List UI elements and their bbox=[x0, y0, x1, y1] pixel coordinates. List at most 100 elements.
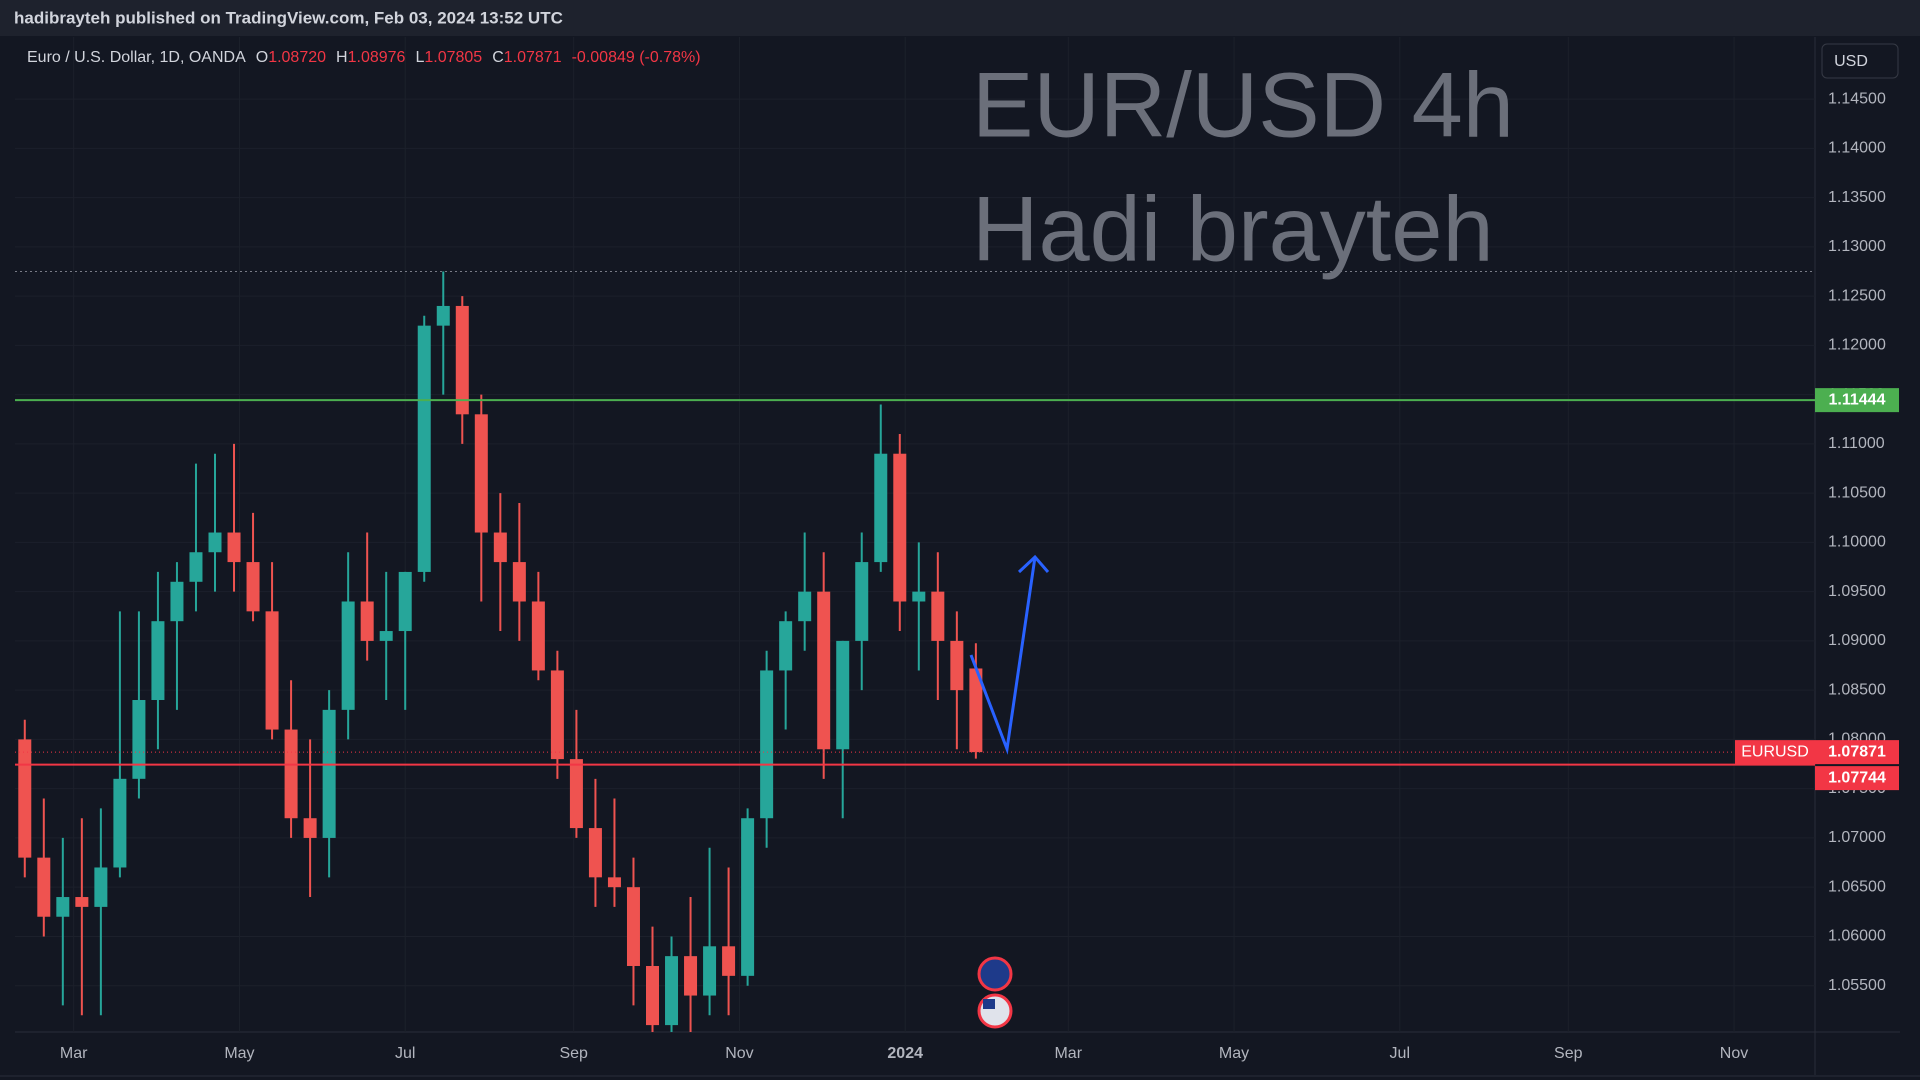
y-tick-label: 1.13500 bbox=[1828, 189, 1886, 206]
y-tick-label: 1.06000 bbox=[1828, 928, 1886, 945]
candle-body bbox=[18, 739, 32, 858]
candle-body bbox=[550, 670, 564, 760]
candle-body bbox=[341, 601, 355, 710]
legend-key: C bbox=[492, 49, 504, 66]
y-tick-label: 1.11000 bbox=[1828, 435, 1885, 452]
y-tick-label: 1.07000 bbox=[1828, 829, 1886, 846]
y-tick-label: 1.12500 bbox=[1828, 287, 1886, 304]
x-tick-label: 2024 bbox=[887, 1045, 923, 1062]
candle-body bbox=[779, 621, 793, 671]
legend-change: -0.00849 (-0.78%) bbox=[572, 49, 701, 66]
legend-key: H bbox=[336, 49, 348, 66]
candle-body bbox=[455, 305, 469, 415]
price-name-label: EURUSD bbox=[1741, 743, 1809, 760]
x-tick-label: Sep bbox=[559, 1045, 588, 1062]
candle-body bbox=[684, 956, 698, 996]
candle-body bbox=[646, 965, 659, 1026]
legend-key: L bbox=[415, 49, 424, 66]
candle-body bbox=[360, 601, 374, 641]
level-badge-label: 1.07744 bbox=[1828, 769, 1886, 786]
legend-value: 1.07871 bbox=[504, 49, 562, 66]
candle-body bbox=[817, 591, 831, 750]
candle-body bbox=[703, 946, 717, 996]
arrow bbox=[969, 556, 1037, 755]
candle-body bbox=[303, 818, 317, 838]
candle-body bbox=[113, 778, 127, 868]
candle-body bbox=[855, 562, 869, 641]
y-tick-label: 1.08500 bbox=[1828, 681, 1886, 698]
candle-body bbox=[474, 414, 488, 533]
price-badge-label: 1.07871 bbox=[1828, 743, 1886, 760]
legend-key: O bbox=[256, 49, 268, 66]
x-tick-label: Nov bbox=[725, 1045, 753, 1062]
legend: Euro / U.S. Dollar, 1D, OANDA O1.08720 H1.… bbox=[27, 49, 701, 66]
candle-body bbox=[722, 946, 736, 976]
price-badge bbox=[1815, 740, 1899, 765]
candle-body bbox=[569, 759, 583, 829]
y-tick-label: 1.09000 bbox=[1828, 632, 1886, 649]
candle-body bbox=[132, 700, 146, 779]
y-tick-label: 1.05500 bbox=[1828, 977, 1886, 994]
y-tick-label: 1.13000 bbox=[1828, 238, 1886, 255]
candle-body bbox=[969, 668, 983, 753]
candle-body bbox=[37, 857, 51, 917]
level-badge-label: 1.11444 bbox=[1829, 391, 1886, 408]
currency-button[interactable] bbox=[1821, 43, 1899, 79]
candle-body bbox=[607, 877, 621, 888]
candle-body bbox=[665, 956, 679, 1026]
candle-body bbox=[246, 562, 260, 612]
arrow-head bbox=[1017, 554, 1050, 574]
y-tick-label: 1.10500 bbox=[1828, 484, 1886, 501]
top-bar bbox=[0, 0, 1920, 36]
candle-body bbox=[950, 640, 964, 691]
legend-value: 1.07805 bbox=[424, 49, 482, 66]
candle-body bbox=[75, 897, 89, 907]
y-tick-label: 1.12000 bbox=[1828, 337, 1886, 354]
candle-body bbox=[398, 571, 412, 632]
candle-body bbox=[56, 897, 70, 917]
eu-event-icon[interactable] bbox=[977, 956, 1013, 992]
legend-value: 1.08720 bbox=[268, 49, 326, 66]
candle-body bbox=[417, 325, 431, 572]
candle-body bbox=[284, 729, 298, 819]
candle-body bbox=[912, 591, 926, 602]
watermark: EUR/USD 4h bbox=[972, 54, 1514, 156]
candle-body bbox=[588, 828, 602, 878]
legend-symbol: Euro / U.S. Dollar, 1D, OANDA bbox=[27, 49, 246, 66]
currency-button-label[interactable]: USD bbox=[1834, 53, 1868, 70]
candle-body bbox=[208, 532, 222, 553]
y-tick-label: 1.14500 bbox=[1828, 90, 1886, 107]
candle-body bbox=[741, 818, 755, 976]
candle-body bbox=[379, 631, 393, 641]
candle-body bbox=[493, 532, 507, 563]
candle-body bbox=[265, 611, 279, 730]
candle-body bbox=[798, 591, 812, 622]
y-tick-label: 1.06500 bbox=[1828, 878, 1886, 895]
published-note: hadibrayteh published on TradingView.com… bbox=[14, 8, 563, 27]
price-name-badge bbox=[1735, 740, 1815, 765]
candle-body bbox=[931, 591, 945, 641]
candle-body bbox=[151, 621, 165, 701]
candle-body bbox=[170, 581, 184, 622]
candle-body bbox=[227, 532, 241, 563]
y-tick-label: 1.14000 bbox=[1828, 140, 1886, 157]
x-tick-label: May bbox=[1219, 1045, 1249, 1062]
x-tick-label: Nov bbox=[1720, 1045, 1748, 1062]
candle-body bbox=[760, 670, 774, 819]
x-tick-label: Mar bbox=[60, 1045, 88, 1062]
legend-value: 1.08976 bbox=[348, 49, 406, 66]
candle-body bbox=[94, 867, 108, 907]
x-tick-label: Jul bbox=[1390, 1045, 1410, 1062]
level-badge bbox=[1815, 388, 1899, 413]
candle-body bbox=[626, 887, 640, 966]
candle-body bbox=[893, 453, 907, 602]
candle-body bbox=[836, 640, 850, 750]
candle-body bbox=[531, 601, 545, 671]
x-tick-label: Jul bbox=[395, 1045, 415, 1062]
candle-body bbox=[874, 453, 888, 563]
x-tick-label: May bbox=[224, 1045, 254, 1062]
candle-body bbox=[189, 552, 203, 582]
